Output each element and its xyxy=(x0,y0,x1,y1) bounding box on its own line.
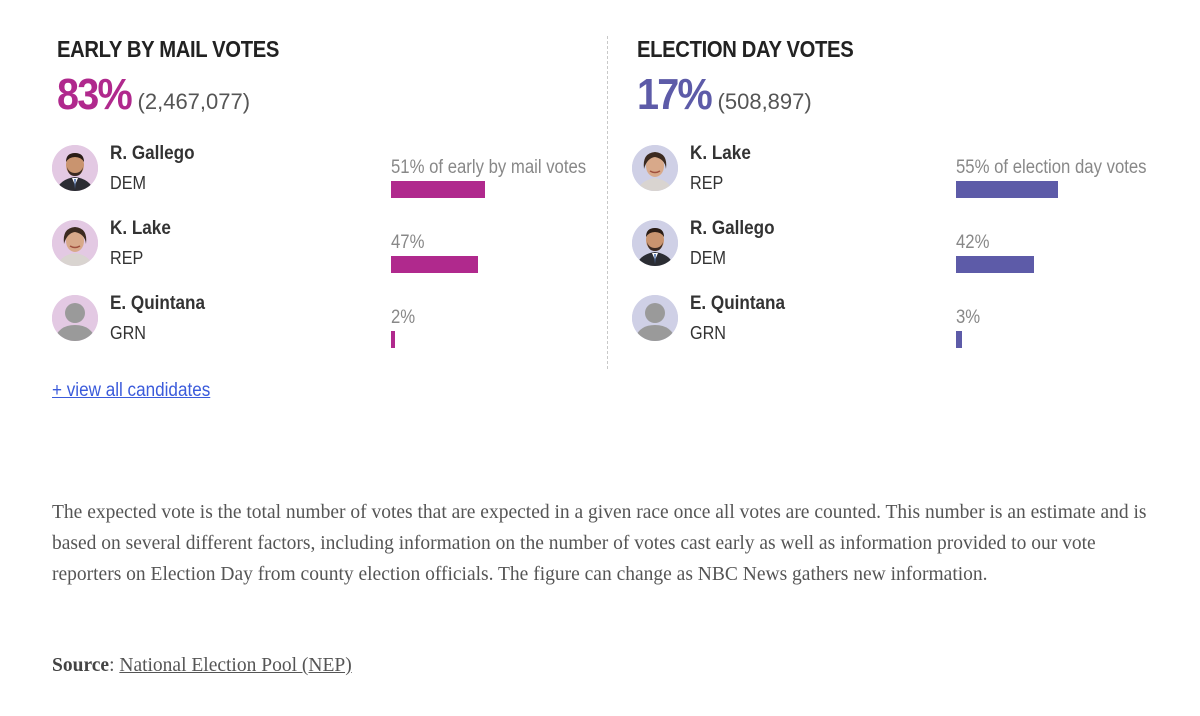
candidate-row: R. Gallego DEM 51% of early by mail vote… xyxy=(52,143,592,199)
vote-share-bar xyxy=(956,256,1034,273)
candidate-name: E. Quintana xyxy=(690,293,786,314)
candidate-row: E. Quintana GRN 2% xyxy=(52,293,592,349)
candidate-name: R. Gallego xyxy=(690,218,775,239)
candidate-row: K. Lake REP 55% of election day votes xyxy=(632,143,1172,199)
lake-photo xyxy=(52,220,98,266)
gallego-photo xyxy=(52,145,98,191)
gallego-photo xyxy=(632,220,678,266)
vote-share-bar xyxy=(391,256,478,273)
vote-count: (2,467,077) xyxy=(137,89,251,114)
panel-divider xyxy=(607,36,608,369)
vote-share-bar xyxy=(391,331,395,348)
vote-share-bar xyxy=(391,181,485,198)
vote-share-summary: 83% (2,467,077) xyxy=(57,70,250,120)
vote-share-bar xyxy=(956,331,962,348)
person-placeholder-icon xyxy=(52,295,98,341)
lake-photo xyxy=(632,145,678,191)
candidate-party: REP xyxy=(110,248,144,268)
candidate-row: E. Quintana GRN 3% xyxy=(632,293,1172,349)
candidate-party: DEM xyxy=(690,248,726,268)
view-all-candidates-link[interactable]: + view all candidates xyxy=(52,380,211,401)
vote-share-bar xyxy=(956,181,1058,198)
source-link[interactable]: National Election Pool (NEP) xyxy=(119,655,352,676)
vote-count: (508,897) xyxy=(717,89,812,114)
vote-share-label: 2% xyxy=(391,307,416,328)
vote-share-label: 55% of election day votes xyxy=(956,157,1147,178)
candidate-party: GRN xyxy=(690,323,726,343)
person-placeholder-icon xyxy=(632,295,678,341)
candidate-name: K. Lake xyxy=(110,218,171,239)
vote-share-percent: 17% xyxy=(637,70,713,119)
panel-title: ELECTION DAY VOTES xyxy=(637,36,854,62)
candidate-name: E. Quintana xyxy=(110,293,206,314)
source-line: Source: National Election Pool (NEP) xyxy=(52,655,352,676)
candidate-name: R. Gallego xyxy=(110,143,195,164)
candidate-row: R. Gallego DEM 42% xyxy=(632,218,1172,274)
candidate-party: REP xyxy=(690,173,724,193)
panel-title: EARLY BY MAIL VOTES xyxy=(57,36,280,62)
candidate-party: DEM xyxy=(110,173,146,193)
vote-share-label: 47% xyxy=(391,232,425,253)
vote-share-summary: 17% (508,897) xyxy=(637,70,812,120)
expected-vote-note: The expected vote is the total number of… xyxy=(52,502,1147,585)
vote-share-label: 51% of early by mail votes xyxy=(391,157,587,178)
vote-share-percent: 83% xyxy=(57,70,133,119)
candidate-name: K. Lake xyxy=(690,143,751,164)
vote-share-label: 42% xyxy=(956,232,990,253)
vote-share-label: 3% xyxy=(956,307,981,328)
source-label: Source xyxy=(52,655,110,676)
candidate-party: GRN xyxy=(110,323,146,343)
candidate-row: K. Lake REP 47% xyxy=(52,218,592,274)
